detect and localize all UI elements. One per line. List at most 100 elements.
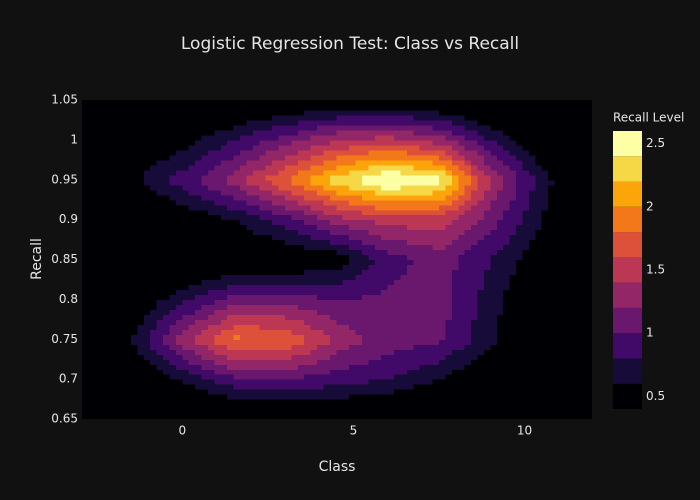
contour-cell xyxy=(458,204,466,211)
contour-cell xyxy=(573,359,581,365)
contour-cell xyxy=(451,244,459,251)
contour-cell xyxy=(439,139,447,146)
contour-cell xyxy=(291,254,299,261)
contour-cell xyxy=(195,199,203,206)
contour-cell xyxy=(246,309,254,315)
contour-cell xyxy=(516,259,524,266)
contour-cell xyxy=(304,269,312,276)
contour-cell xyxy=(548,234,556,241)
contour-cell xyxy=(361,379,370,385)
contour-cell xyxy=(471,364,479,370)
contour-cell xyxy=(265,114,273,121)
contour-cell xyxy=(432,159,440,166)
contour-cell xyxy=(188,204,196,211)
contour-cell xyxy=(413,234,421,241)
contour-cell xyxy=(105,129,113,136)
contour-cell xyxy=(573,219,581,226)
contour-cell xyxy=(182,289,190,295)
contour-cell xyxy=(240,334,248,340)
contour-cell xyxy=(86,334,94,340)
contour-cell xyxy=(451,344,459,350)
contour-cell xyxy=(207,204,215,211)
contour-cell xyxy=(381,229,389,236)
contour-cell xyxy=(451,204,459,211)
contour-cell xyxy=(86,319,94,325)
contour-cell xyxy=(265,269,273,276)
contour-cell xyxy=(86,134,94,141)
contour-cell xyxy=(98,119,106,126)
contour-cell xyxy=(105,299,113,305)
contour-cell xyxy=(548,209,556,216)
contour-cell xyxy=(387,100,395,106)
contour-cell xyxy=(143,234,151,241)
contour-cell xyxy=(400,344,408,350)
contour-cell xyxy=(483,249,491,256)
contour-cell xyxy=(464,154,472,161)
contour-cell xyxy=(419,389,427,395)
contour-cell xyxy=(124,154,132,161)
contour-cell xyxy=(445,164,453,171)
contour-cell xyxy=(483,144,491,151)
contour-cell xyxy=(92,104,100,111)
contour-cell xyxy=(207,104,215,111)
contour-cell xyxy=(291,264,299,271)
contour-cell xyxy=(509,289,517,295)
contour-cell xyxy=(169,294,177,300)
contour-cell xyxy=(490,259,498,266)
contour-cell xyxy=(355,114,363,121)
contour-cell xyxy=(477,129,485,136)
contour-cell xyxy=(355,399,363,405)
contour-cell xyxy=(272,274,280,281)
contour-cell xyxy=(163,264,171,271)
contour-cell xyxy=(169,169,177,176)
contour-cell xyxy=(413,179,421,186)
contour-cell xyxy=(150,319,158,325)
contour-cell xyxy=(445,334,453,340)
contour-cell xyxy=(124,189,132,196)
contour-cell xyxy=(246,304,254,310)
contour-cell xyxy=(272,129,280,136)
contour-cell xyxy=(195,119,203,126)
contour-cell xyxy=(156,379,164,385)
contour-cell xyxy=(163,134,171,141)
contour-cell xyxy=(201,289,209,295)
contour-cell xyxy=(394,234,402,241)
contour-cell xyxy=(586,234,592,241)
contour-cell xyxy=(169,254,177,261)
contour-cell xyxy=(336,134,344,141)
contour-cell xyxy=(368,139,376,146)
contour-cell xyxy=(477,244,485,251)
contour-cell xyxy=(573,169,581,176)
contour-cell xyxy=(137,124,145,131)
contour-cell xyxy=(477,189,485,196)
contour-cell xyxy=(297,129,305,136)
contour-cell xyxy=(130,384,138,390)
contour-cell xyxy=(118,309,126,315)
contour-cell xyxy=(522,174,530,181)
contour-cell xyxy=(477,204,485,211)
contour-cell xyxy=(98,224,106,231)
contour-cell xyxy=(535,154,543,161)
contour-cell xyxy=(207,394,215,400)
contour-cell xyxy=(490,379,498,385)
contour-cell xyxy=(464,354,472,360)
contour-cell xyxy=(124,159,132,166)
contour-cell xyxy=(265,379,273,385)
contour-cell xyxy=(233,394,241,400)
contour-cell xyxy=(554,359,562,365)
contour-cell xyxy=(560,144,568,151)
contour-cell xyxy=(368,309,376,315)
contour-cell xyxy=(105,394,113,400)
contour-cell xyxy=(406,129,414,136)
contour-cell xyxy=(560,349,568,355)
contour-cell xyxy=(156,139,164,146)
contour-cell xyxy=(272,119,280,126)
contour-cell xyxy=(573,414,581,419)
contour-cell xyxy=(259,239,267,246)
contour-cell xyxy=(297,139,305,146)
contour-cell xyxy=(182,234,190,241)
contour-cell xyxy=(220,154,228,161)
contour-cell xyxy=(156,299,164,305)
contour-cell xyxy=(252,379,260,385)
contour-cell xyxy=(374,154,382,161)
